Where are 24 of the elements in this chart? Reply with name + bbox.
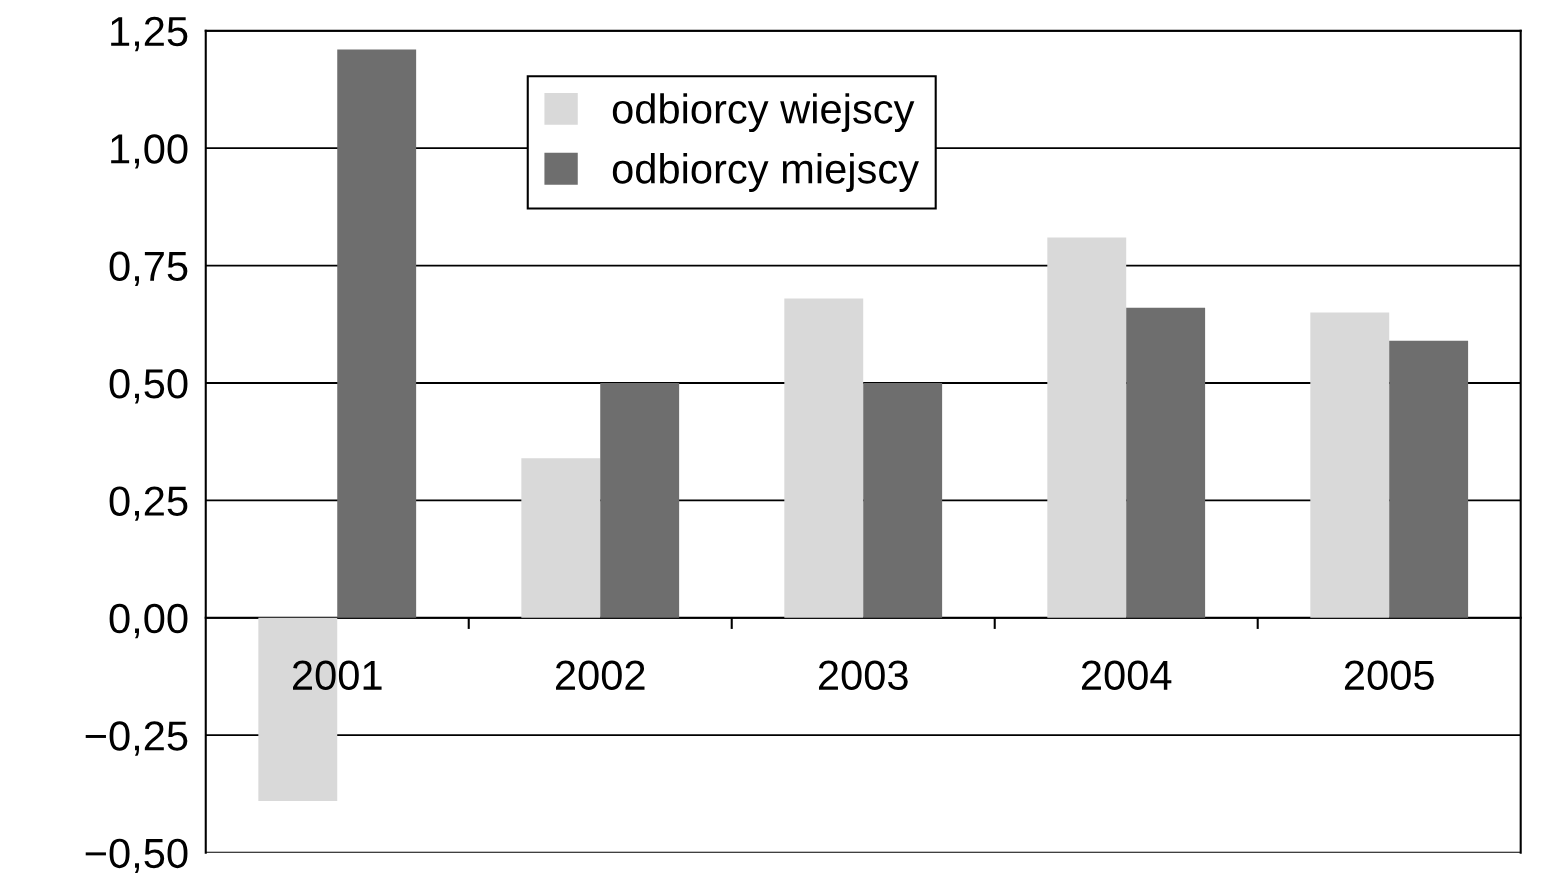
x-tick-label: 2001 (293, 660, 382, 691)
legend-label: odbiorcy miejscy (612, 153, 919, 192)
bar (1126, 307, 1206, 618)
bar (1310, 312, 1390, 618)
y-tick-label: 0,50 (109, 369, 188, 404)
y-tick-label: −0,25 (85, 721, 188, 756)
bar (337, 49, 417, 618)
x-tick-label: 2003 (818, 660, 908, 691)
y-tick-label: 1,00 (111, 134, 188, 169)
bar (521, 458, 601, 618)
y-tick-label: 1,25 (111, 16, 188, 52)
bar (784, 298, 864, 618)
legend-label: odbiorcy wiejscy (612, 93, 915, 132)
y-tick-label: 0,00 (109, 603, 188, 639)
bar (1389, 340, 1469, 618)
x-tick-label: 2004 (1081, 660, 1172, 691)
bar (863, 382, 943, 618)
bar (600, 382, 680, 618)
x-tick-label: 2002 (555, 660, 645, 691)
y-tick-label: 0,75 (109, 251, 188, 287)
y-tick-label: 0,25 (109, 486, 188, 521)
x-tick-label: 2005 (1344, 660, 1434, 691)
bar (1047, 237, 1127, 618)
y-tick-label: −0,50 (85, 838, 188, 874)
